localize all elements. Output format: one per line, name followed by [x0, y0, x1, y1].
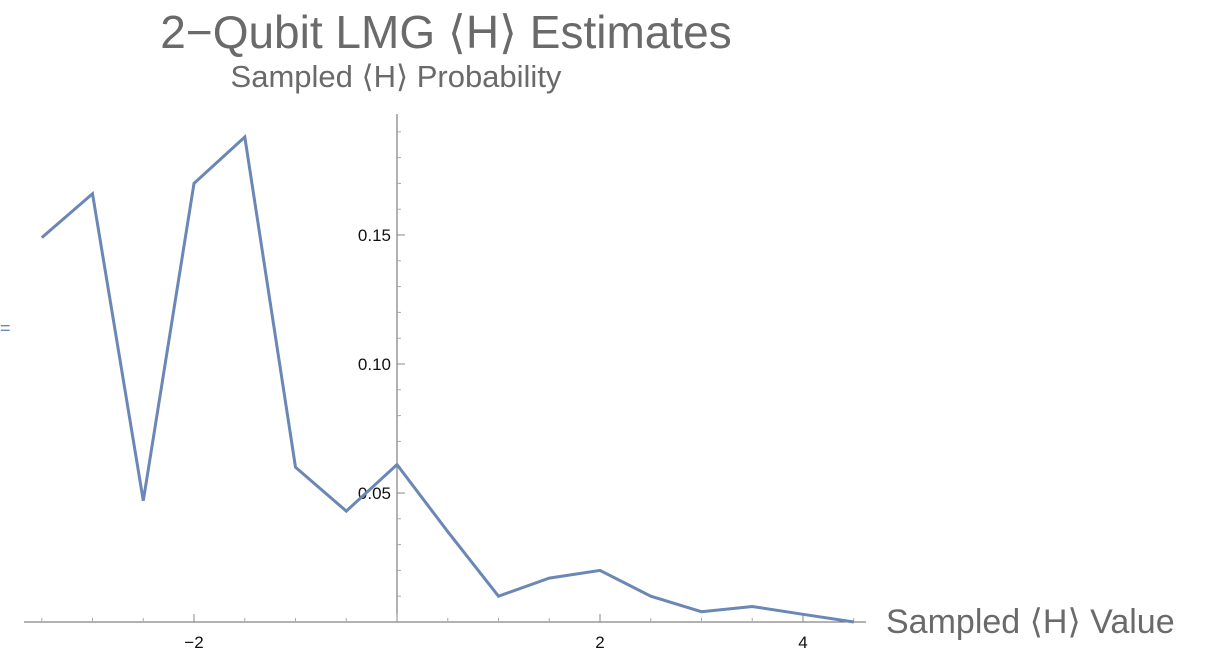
chart-title: 2−Qubit LMG ⟨H⟩ Estimates: [160, 6, 731, 58]
y-tick-label: 0.15: [358, 226, 391, 245]
axes: −2 2 4 0.05 0.10 0.15: [24, 114, 866, 652]
left-edge-mark: =: [0, 318, 11, 338]
y-tick-label: 0.10: [358, 355, 391, 374]
x-tick-label: −2: [184, 633, 203, 652]
series-line-0: [40, 134, 855, 624]
series-layer: [40, 134, 855, 624]
x-axis-label: Sampled ⟨H⟩ Value: [886, 603, 1175, 641]
y-axis-label: Sampled ⟨H⟩ Probability: [231, 59, 562, 94]
y-tick-label: 0.05: [358, 484, 391, 503]
x-tick-label: 2: [595, 633, 604, 652]
x-tick-label: 4: [798, 633, 807, 652]
